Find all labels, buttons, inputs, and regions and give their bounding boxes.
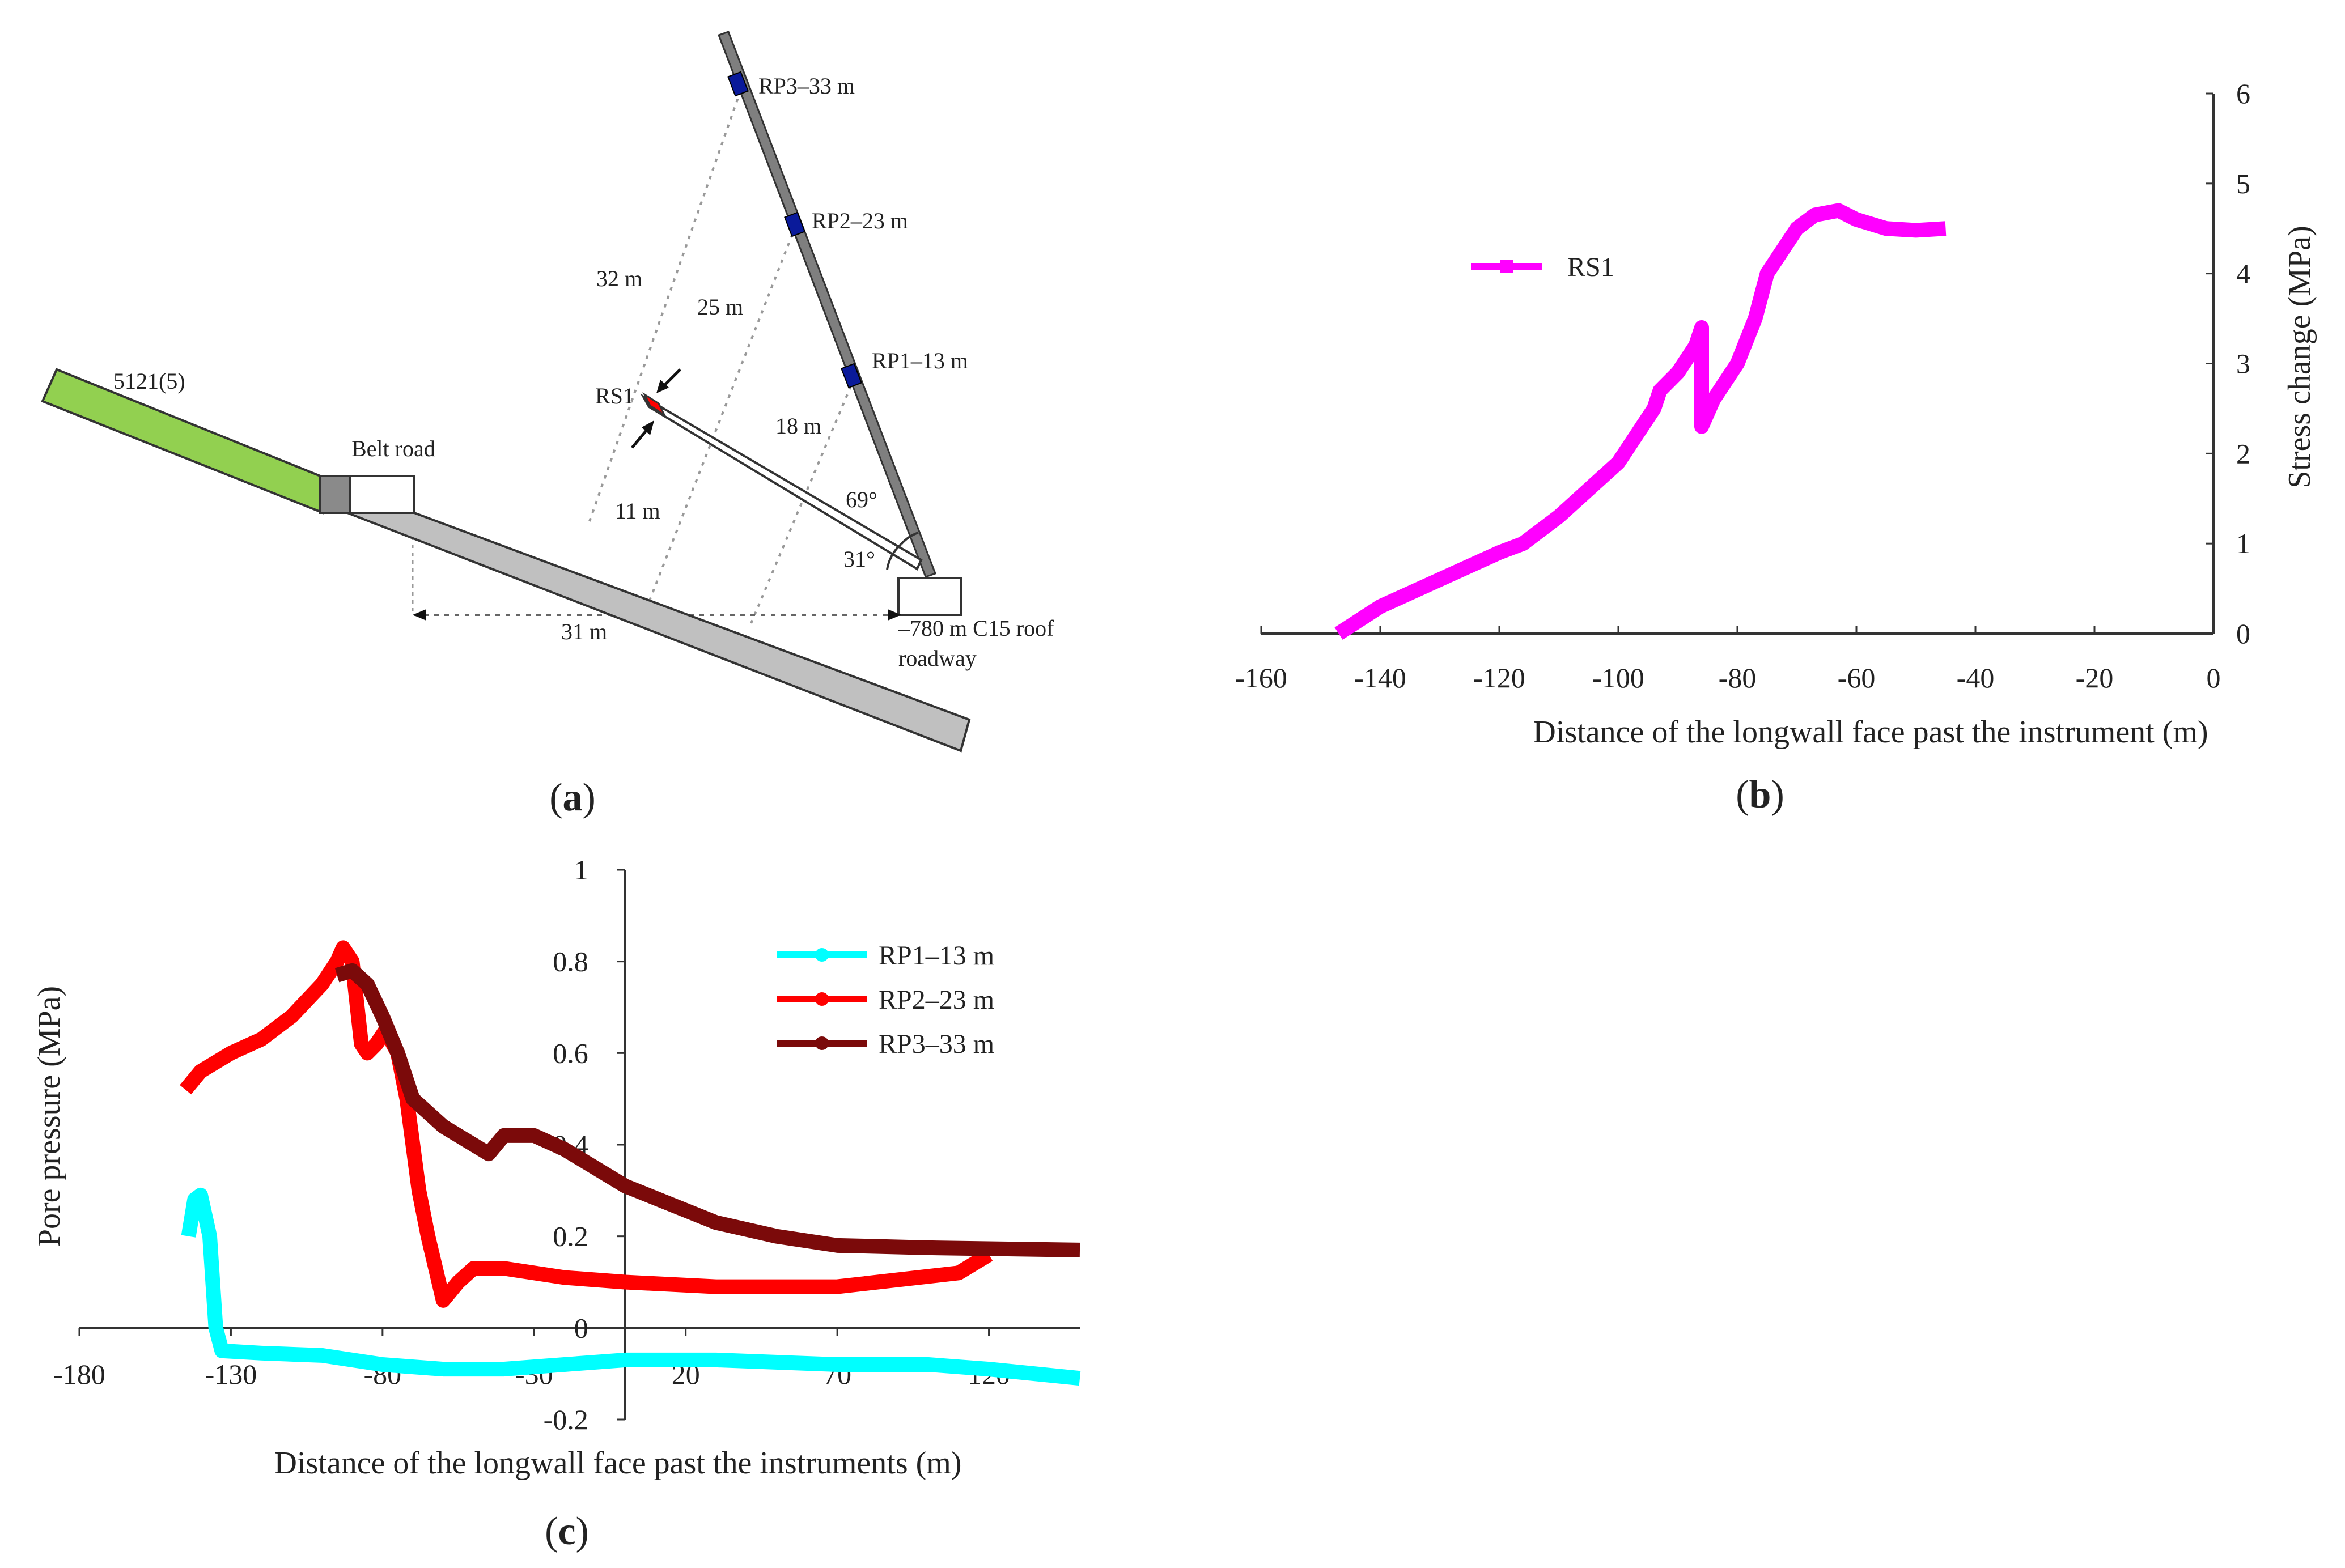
angle-31-label: 31°	[843, 546, 875, 572]
chart-c-series-line	[334, 963, 1080, 1257]
panel-a-letter: a	[563, 776, 583, 819]
chart-b-ytick-label: 6	[2236, 78, 2250, 109]
chart-c-xtick-label: -180	[53, 1358, 105, 1390]
distance-11-label: 11 m	[615, 498, 660, 524]
chart-b-ytick-label: 4	[2236, 258, 2250, 290]
chart-b-xtick-label: -80	[1719, 662, 1757, 694]
chart-b-xtick-label: -60	[1838, 662, 1876, 694]
chart-b-xtick-label: -160	[1235, 662, 1287, 694]
chart-c-ytick-label: 0.6	[553, 1037, 588, 1069]
dim-arrow-right	[888, 609, 901, 621]
rs1-label: RS1	[595, 383, 634, 409]
seam-label: 5121(5)	[113, 368, 185, 394]
rp3-label: RP3–33 m	[758, 73, 855, 99]
distance-32-label: 32 m	[596, 266, 642, 291]
chart-b-series-line	[1334, 203, 1947, 640]
chart-b-ytick-label: 1	[2236, 528, 2250, 559]
rp2-label: RP2–23 m	[812, 208, 908, 233]
rs1-arrow-bottom-head	[642, 420, 654, 435]
panel-b-caption: (b)	[1736, 773, 1784, 817]
chart-c-legend-marker	[815, 992, 829, 1006]
roof-bar	[338, 486, 971, 753]
borehole-rs1	[640, 393, 923, 571]
chart-b-legend: RS1	[1471, 252, 1614, 282]
panel-a-caption: (a)	[549, 776, 596, 819]
belt-road-label: Belt road	[351, 436, 435, 461]
chart-b-ylabel: Stress change (MPa)	[2282, 226, 2317, 488]
chart-b-ytick-label: 5	[2236, 168, 2250, 199]
chart-c-ytick-label: 0.2	[553, 1221, 588, 1252]
chart-c-legend: RP1–13 m RP2–23 m RP3–33 m	[777, 941, 994, 1059]
rp2-sensor	[784, 211, 805, 237]
chart-c-series-line	[181, 1187, 1081, 1386]
rp1-label: RP1–13 m	[872, 348, 968, 373]
chart-c-legend-label: RP2–23 m	[879, 985, 994, 1015]
belt-road-box	[349, 475, 415, 514]
chart-b-ytick-label: 0	[2236, 618, 2250, 649]
panel-c-chart: -180 -130 -80 -30 20 70 120-0.200.20.40.60.81 …	[32, 854, 1081, 1553]
chart-c-ytick-label: 0	[574, 1312, 588, 1344]
angle-arc-69	[900, 532, 919, 545]
chart-b-axes: -160 -140 -120 -100 -80 -60 -40 -20 00 1 2 3 4 5 6	[1235, 78, 2250, 694]
chart-c-series	[180, 940, 1081, 1386]
chart-b-xtick-label: -40	[1957, 662, 1995, 694]
chart-b-xtick-label: -120	[1473, 662, 1525, 694]
panel-b-letter: b	[1749, 773, 1771, 817]
chart-c-ytick-label: -0.2	[544, 1404, 588, 1435]
chart-c-legend-label: RP3–33 m	[879, 1029, 994, 1059]
chart-c-ylabel: Pore pressure (MPa)	[32, 986, 67, 1247]
panel-c-letter: c	[558, 1510, 575, 1553]
rs1-arrow-top-head	[656, 380, 669, 393]
angle-69-label: 69°	[846, 487, 877, 512]
rp3-sensor	[727, 71, 749, 97]
chart-c-ytick-label: 1	[574, 854, 588, 886]
chart-b-ytick-label: 3	[2236, 348, 2250, 380]
chart-c-legend-marker	[815, 948, 829, 962]
chart-b-legend-label: RS1	[1567, 252, 1614, 282]
chart-c-xtick-label: -130	[205, 1358, 257, 1390]
dim-arrow-left	[413, 609, 426, 621]
chart-b-xtick-label: 0	[2207, 662, 2221, 694]
chart-c-legend-marker	[815, 1036, 829, 1050]
distance-31-label: 31 m	[561, 619, 607, 644]
roadway-label-line1: –780 m C15 roof	[898, 615, 1054, 641]
chart-b-xtick-label: -140	[1354, 662, 1406, 694]
chart-b-xtick-label: -20	[2076, 662, 2114, 694]
chart-b-xlabel: Distance of the longwall face past the i…	[1533, 715, 2208, 750]
roadway-box	[897, 577, 962, 616]
angle-arc-31	[886, 543, 902, 570]
chart-b-legend-marker	[1500, 260, 1513, 273]
panel-c-caption: (c)	[545, 1510, 589, 1553]
chart-c-ytick-label: 0.8	[553, 946, 588, 978]
chart-c-xlabel: Distance of the longwall face past the i…	[274, 1446, 962, 1481]
chart-b-xtick-label: -100	[1592, 662, 1644, 694]
rp1-sensor	[841, 363, 862, 389]
panel-a-diagram: 5121(5) Belt road RS1 RP3–33 m RP2–23 m …	[41, 31, 1054, 819]
chart-c-legend-label: RP1–13 m	[879, 941, 994, 971]
panel-b-chart: -160 -140 -120 -100 -80 -60 -40 -20 00 1 2 3 4 5 6 RS1…	[1235, 78, 2317, 817]
roadway-label-line2: roadway	[898, 645, 977, 671]
borehole-rp	[718, 31, 936, 578]
chart-b-series	[1334, 203, 1947, 640]
hatched-block	[319, 475, 353, 514]
guide-line-rp2	[645, 223, 798, 610]
distance-18-label: 18 m	[775, 413, 821, 439]
chart-b-ytick-label: 2	[2236, 437, 2250, 469]
distance-25-label: 25 m	[697, 294, 743, 320]
rs1-sensor	[642, 392, 667, 418]
